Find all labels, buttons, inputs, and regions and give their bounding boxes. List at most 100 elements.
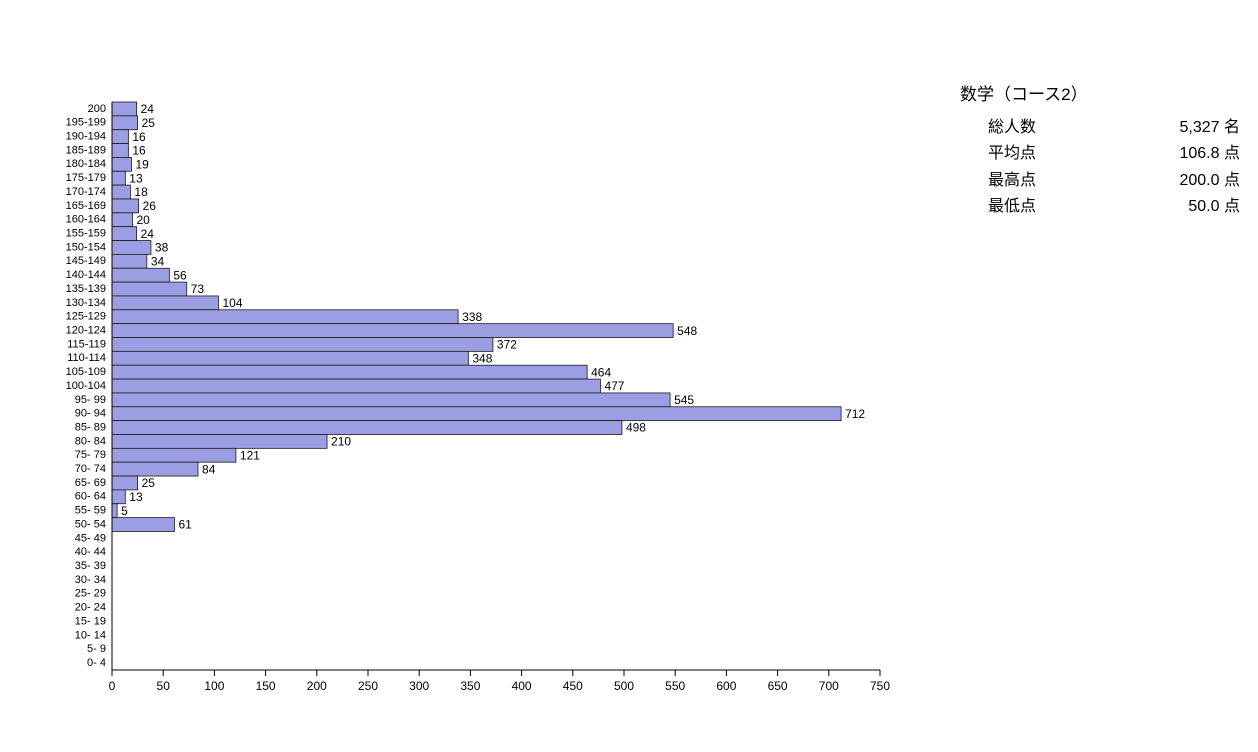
y-tick-label: 105-109: [66, 366, 106, 378]
x-tick-label: 200: [307, 679, 327, 693]
y-tick-label: 40- 44: [75, 546, 106, 558]
histogram-bar: [112, 227, 137, 241]
histogram-bar: [112, 310, 458, 324]
x-tick-label: 300: [409, 679, 429, 693]
y-tick-label: 150-154: [66, 241, 106, 253]
x-tick-label: 0: [109, 679, 116, 693]
stats-row-max: 最高点 200.0 点: [960, 168, 1240, 194]
bar-value-label: 104: [222, 296, 242, 310]
y-tick-label: 20- 24: [75, 602, 106, 614]
stats-row-mean: 平均点 106.8 点: [960, 141, 1240, 167]
bar-value-label: 210: [331, 435, 351, 449]
bar-value-label: 20: [136, 213, 150, 227]
bar-value-label: 477: [604, 379, 624, 393]
histogram-bar: [112, 504, 117, 518]
y-tick-label: 115-119: [67, 338, 106, 350]
x-tick-label: 500: [614, 679, 634, 693]
y-tick-label: 130-134: [66, 297, 106, 309]
x-tick-label: 250: [358, 679, 378, 693]
bar-value-label: 19: [135, 158, 149, 172]
histogram-bar: [112, 296, 218, 310]
y-tick-label: 125-129: [66, 311, 106, 323]
histogram-bar: [112, 490, 125, 504]
bar-value-label: 13: [129, 171, 143, 185]
y-tick-label: 165-169: [66, 200, 106, 212]
y-tick-label: 50- 54: [75, 518, 106, 530]
x-tick-label: 100: [204, 679, 224, 693]
y-tick-label: 45- 49: [75, 532, 106, 544]
y-tick-label: 100-104: [66, 380, 106, 392]
y-tick-label: 75- 79: [75, 449, 106, 461]
bar-value-label: 18: [134, 185, 148, 199]
stats-row-total: 総人数 5,327 名: [960, 115, 1240, 141]
histogram-bar: [112, 130, 128, 144]
y-tick-label: 140-144: [66, 269, 106, 281]
histogram-bar: [112, 282, 187, 296]
bar-value-label: 73: [191, 282, 205, 296]
stats-row-min: 最低点 50.0 点: [960, 194, 1240, 220]
y-tick-label: 135-139: [66, 283, 106, 295]
histogram-bar: [112, 518, 174, 532]
y-tick-label: 5- 9: [87, 643, 106, 655]
histogram-bar: [112, 254, 147, 268]
y-tick-label: 155-159: [66, 228, 106, 240]
bar-value-label: 13: [129, 490, 143, 504]
histogram-bar: [112, 171, 125, 185]
y-tick-label: 160-164: [66, 214, 106, 226]
histogram-bar: [112, 338, 493, 352]
bar-value-label: 61: [178, 518, 192, 532]
bar-value-label: 548: [677, 324, 697, 338]
y-tick-label: 65- 69: [75, 477, 106, 489]
stats-value: 5,327 名: [1179, 115, 1240, 141]
y-tick-label: 190-194: [66, 131, 106, 143]
bar-value-label: 498: [626, 421, 646, 435]
stats-value: 50.0 点: [1188, 194, 1240, 220]
y-tick-label: 15- 19: [75, 615, 106, 627]
x-tick-label: 150: [256, 679, 276, 693]
bar-value-label: 5: [121, 504, 128, 518]
y-tick-label: 25- 29: [75, 588, 106, 600]
y-tick-label: 195-199: [66, 117, 106, 129]
y-tick-label: 185-189: [66, 144, 106, 156]
y-tick-label: 55- 59: [75, 505, 106, 517]
x-tick-label: 350: [460, 679, 480, 693]
y-tick-label: 110-114: [67, 352, 106, 364]
histogram-bar: [112, 324, 673, 338]
bar-value-label: 24: [141, 102, 155, 116]
bar-value-label: 56: [173, 268, 187, 282]
histogram-bar: [112, 462, 198, 476]
stats-value: 106.8 点: [1179, 141, 1240, 167]
bar-value-label: 338: [462, 310, 482, 324]
bar-value-label: 348: [472, 351, 492, 365]
y-tick-label: 85- 89: [75, 421, 106, 433]
x-tick-label: 650: [768, 679, 788, 693]
y-tick-label: 0- 4: [87, 657, 106, 669]
histogram-bar: [112, 393, 670, 407]
histogram-bar: [112, 421, 622, 435]
histogram-bar: [112, 379, 600, 393]
histogram-bar: [112, 476, 138, 490]
y-tick-label: 70- 74: [75, 463, 106, 475]
stats-value: 200.0 点: [1179, 168, 1240, 194]
histogram-bar: [112, 434, 327, 448]
y-tick-label: 120-124: [66, 324, 106, 336]
stats-label: 最高点: [988, 168, 1036, 194]
bar-value-label: 121: [240, 448, 260, 462]
x-tick-label: 400: [512, 679, 532, 693]
stats-label: 総人数: [988, 115, 1036, 141]
y-tick-label: 200: [88, 103, 106, 115]
x-tick-label: 600: [716, 679, 736, 693]
x-tick-label: 550: [665, 679, 685, 693]
histogram-bar: [112, 144, 128, 158]
y-tick-label: 145-149: [66, 255, 106, 267]
bar-value-label: 16: [132, 144, 146, 158]
bar-value-label: 84: [202, 462, 216, 476]
bar-value-label: 25: [142, 476, 156, 490]
histogram-bar: [112, 116, 138, 130]
histogram-bar: [112, 448, 236, 462]
histogram-bar: [112, 268, 169, 282]
y-tick-label: 60- 64: [75, 491, 106, 503]
stats-label: 平均点: [988, 141, 1036, 167]
bar-value-label: 545: [674, 393, 694, 407]
bar-value-label: 372: [497, 338, 517, 352]
